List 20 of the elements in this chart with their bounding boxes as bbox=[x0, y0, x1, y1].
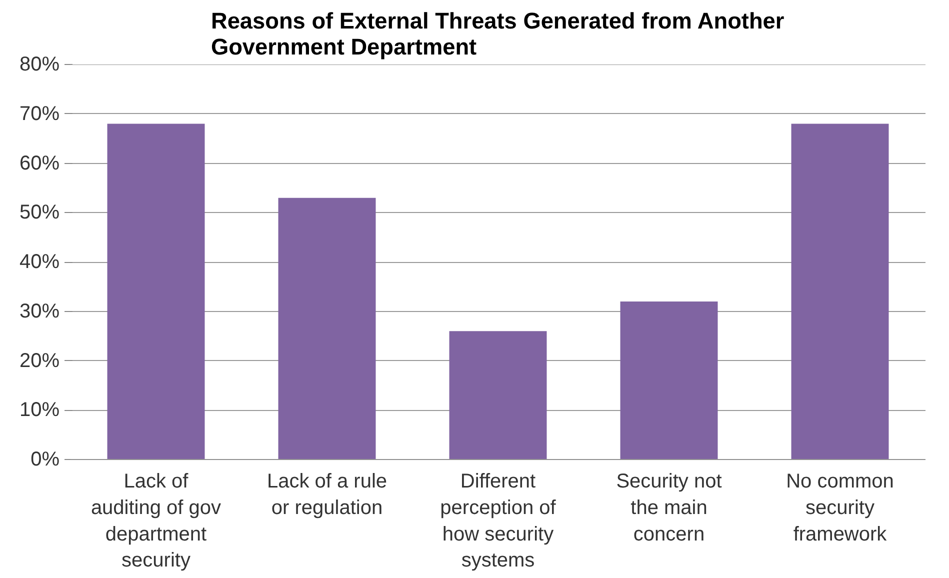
x-tick-label: Different perception of how security systems bbox=[440, 470, 556, 572]
y-tick-label: 10% bbox=[19, 399, 60, 422]
chart-title: Reasons of External Threats Generated from Another Government Department bbox=[210, 8, 784, 60]
x-tick-label: No common security framework bbox=[786, 470, 894, 546]
y-tick-label: 60% bbox=[19, 152, 60, 174]
x-tick-label: Lack of auditing of gov department security bbox=[90, 470, 222, 572]
bar bbox=[449, 331, 547, 460]
y-tick-label: 30% bbox=[19, 300, 60, 322]
x-tick-label: Lack of a rule or regulation bbox=[266, 470, 388, 519]
x-tick-label: Security not the main concern bbox=[616, 470, 722, 546]
y-tick-label: 20% bbox=[19, 350, 60, 372]
bar bbox=[791, 124, 889, 460]
y-tick-label: 50% bbox=[19, 202, 60, 224]
y-tick-label: 40% bbox=[19, 251, 60, 273]
y-tick-label: 80% bbox=[19, 54, 60, 76]
y-tick-label: 70% bbox=[19, 102, 60, 125]
bar bbox=[278, 198, 376, 460]
y-tick-label: 0% bbox=[30, 448, 60, 470]
bar bbox=[620, 302, 718, 460]
bar bbox=[107, 124, 205, 460]
